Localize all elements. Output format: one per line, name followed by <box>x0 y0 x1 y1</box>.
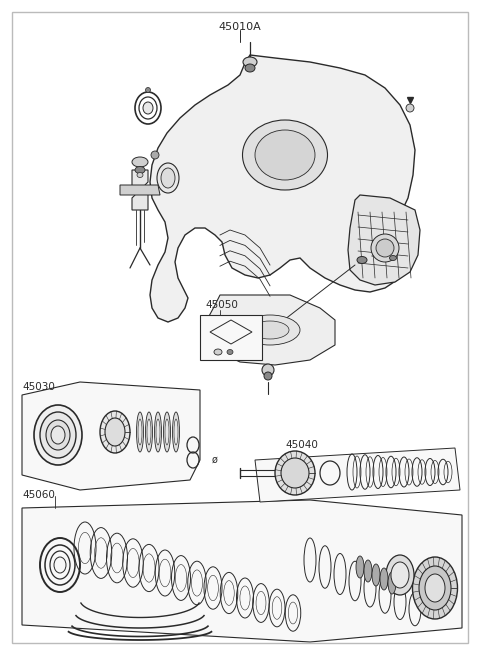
Ellipse shape <box>136 412 144 452</box>
Ellipse shape <box>386 555 414 595</box>
Ellipse shape <box>34 405 82 465</box>
Ellipse shape <box>165 419 169 445</box>
Ellipse shape <box>174 419 178 445</box>
Ellipse shape <box>132 157 148 167</box>
Ellipse shape <box>156 419 160 445</box>
Polygon shape <box>132 170 148 210</box>
Ellipse shape <box>243 57 257 67</box>
Ellipse shape <box>172 412 180 452</box>
Ellipse shape <box>137 172 143 178</box>
Ellipse shape <box>389 255 396 261</box>
Ellipse shape <box>372 564 380 586</box>
Text: 45010A: 45010A <box>218 22 262 32</box>
Ellipse shape <box>419 566 451 610</box>
Ellipse shape <box>412 557 457 619</box>
Text: 45030: 45030 <box>22 382 55 392</box>
Ellipse shape <box>151 151 159 159</box>
Ellipse shape <box>251 321 289 339</box>
Ellipse shape <box>155 412 161 452</box>
Ellipse shape <box>264 372 272 380</box>
Text: 45040: 45040 <box>285 440 318 450</box>
Ellipse shape <box>275 451 315 495</box>
Ellipse shape <box>425 574 445 602</box>
Ellipse shape <box>245 64 255 72</box>
Ellipse shape <box>157 163 179 193</box>
Ellipse shape <box>391 562 409 588</box>
Text: ø: ø <box>212 455 218 465</box>
Polygon shape <box>205 295 335 365</box>
Ellipse shape <box>147 419 151 445</box>
Ellipse shape <box>240 315 300 345</box>
Polygon shape <box>22 500 462 642</box>
Ellipse shape <box>388 572 396 594</box>
Bar <box>200 315 262 360</box>
Ellipse shape <box>281 458 309 488</box>
Ellipse shape <box>145 88 151 92</box>
Polygon shape <box>120 185 160 195</box>
Text: 45050: 45050 <box>205 300 238 310</box>
Ellipse shape <box>380 568 388 590</box>
Ellipse shape <box>51 426 65 444</box>
Ellipse shape <box>357 257 367 263</box>
Ellipse shape <box>46 420 70 450</box>
Polygon shape <box>150 55 415 322</box>
Ellipse shape <box>227 350 233 354</box>
Text: 45060: 45060 <box>22 490 55 500</box>
Ellipse shape <box>255 130 315 180</box>
Polygon shape <box>22 382 200 490</box>
Polygon shape <box>255 448 460 502</box>
Ellipse shape <box>371 234 399 262</box>
Ellipse shape <box>242 120 327 190</box>
Ellipse shape <box>376 239 394 257</box>
Ellipse shape <box>161 168 175 188</box>
Ellipse shape <box>214 349 222 355</box>
Polygon shape <box>348 195 420 285</box>
Ellipse shape <box>40 412 76 458</box>
Ellipse shape <box>406 104 414 112</box>
Ellipse shape <box>138 419 142 445</box>
Ellipse shape <box>135 166 145 174</box>
Ellipse shape <box>364 560 372 582</box>
Ellipse shape <box>143 102 153 114</box>
Ellipse shape <box>100 411 130 453</box>
Ellipse shape <box>262 364 274 376</box>
Ellipse shape <box>145 412 153 452</box>
Ellipse shape <box>356 556 364 578</box>
Ellipse shape <box>105 418 125 446</box>
Ellipse shape <box>164 412 170 452</box>
